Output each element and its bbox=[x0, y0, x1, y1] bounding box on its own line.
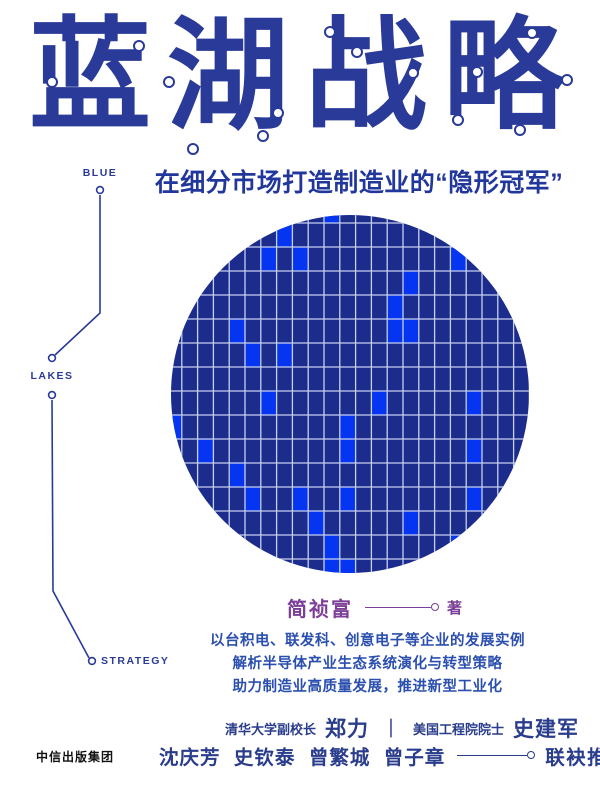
circuit-node-icon bbox=[471, 66, 483, 78]
circuit-node-icon bbox=[514, 124, 526, 136]
author-name: 简祯富 bbox=[287, 598, 353, 621]
description-line: 解析半导体产业生态系统演化与转型策略 bbox=[232, 656, 503, 672]
circuit-node-icon bbox=[452, 114, 464, 126]
rail-label-blue: BLUE bbox=[82, 167, 118, 179]
circuit-node-icon bbox=[324, 26, 336, 38]
recommend-rule-line bbox=[457, 754, 528, 756]
description-line: 助力制造业高质量发展，推进新型工业化 bbox=[232, 679, 503, 695]
circuit-node-icon bbox=[407, 67, 419, 79]
description-line: 以台积电、联发科、创意电子等企业的发展实例 bbox=[210, 633, 525, 649]
recommender-names: 沈庆芳 史钦泰 曾繁城 曾子章 bbox=[159, 746, 446, 769]
recommender-title: 清华大学副校长 bbox=[225, 721, 317, 737]
recommenders-row-2: 沈庆芳 史钦泰 曾繁城 曾子章 联袂推荐 bbox=[0, 743, 600, 769]
author-row: 简祯富 著 bbox=[287, 594, 463, 621]
author-role: 著 bbox=[447, 599, 463, 617]
recommenders-row-1: 清华大学副校长 郑力 ｜ 美国工程院院士 史建军 bbox=[0, 716, 600, 741]
author-node-icon bbox=[431, 603, 439, 611]
circuit-node-icon bbox=[187, 143, 199, 155]
circuit-node-icon bbox=[46, 76, 58, 88]
author-rule-line bbox=[365, 606, 431, 608]
rail-label-lakes: LAKES bbox=[30, 370, 74, 382]
description-block: 以台积电、联发科、创意电子等企业的发展实例 解析半导体产业生态系统演化与转型策略… bbox=[134, 630, 600, 699]
recommender-name: 史建军 bbox=[513, 718, 580, 741]
rail-label-strategy: STRATEGY bbox=[101, 655, 170, 667]
circuit-node-icon bbox=[272, 107, 284, 119]
recommender-name: 郑力 bbox=[325, 718, 370, 741]
circuit-node-icon bbox=[526, 27, 538, 39]
circuit-node-icon bbox=[163, 76, 175, 88]
publisher-logo: 中信出版集团 bbox=[36, 750, 115, 764]
circuit-node-icon bbox=[133, 40, 145, 52]
separator-bar: ｜ bbox=[382, 719, 401, 739]
recommend-node-icon bbox=[527, 751, 536, 759]
recommender-title: 美国工程院院士 bbox=[413, 721, 505, 737]
circuit-node-icon bbox=[257, 130, 269, 142]
book-subtitle: 在细分市场打造制造业的“隐形冠军” bbox=[154, 169, 564, 197]
circuit-node-icon bbox=[561, 74, 573, 86]
recommend-label: 联袂推荐 bbox=[545, 746, 600, 769]
book-title: 蓝湖战略 bbox=[29, 10, 581, 145]
circuit-node-icon bbox=[351, 46, 363, 58]
